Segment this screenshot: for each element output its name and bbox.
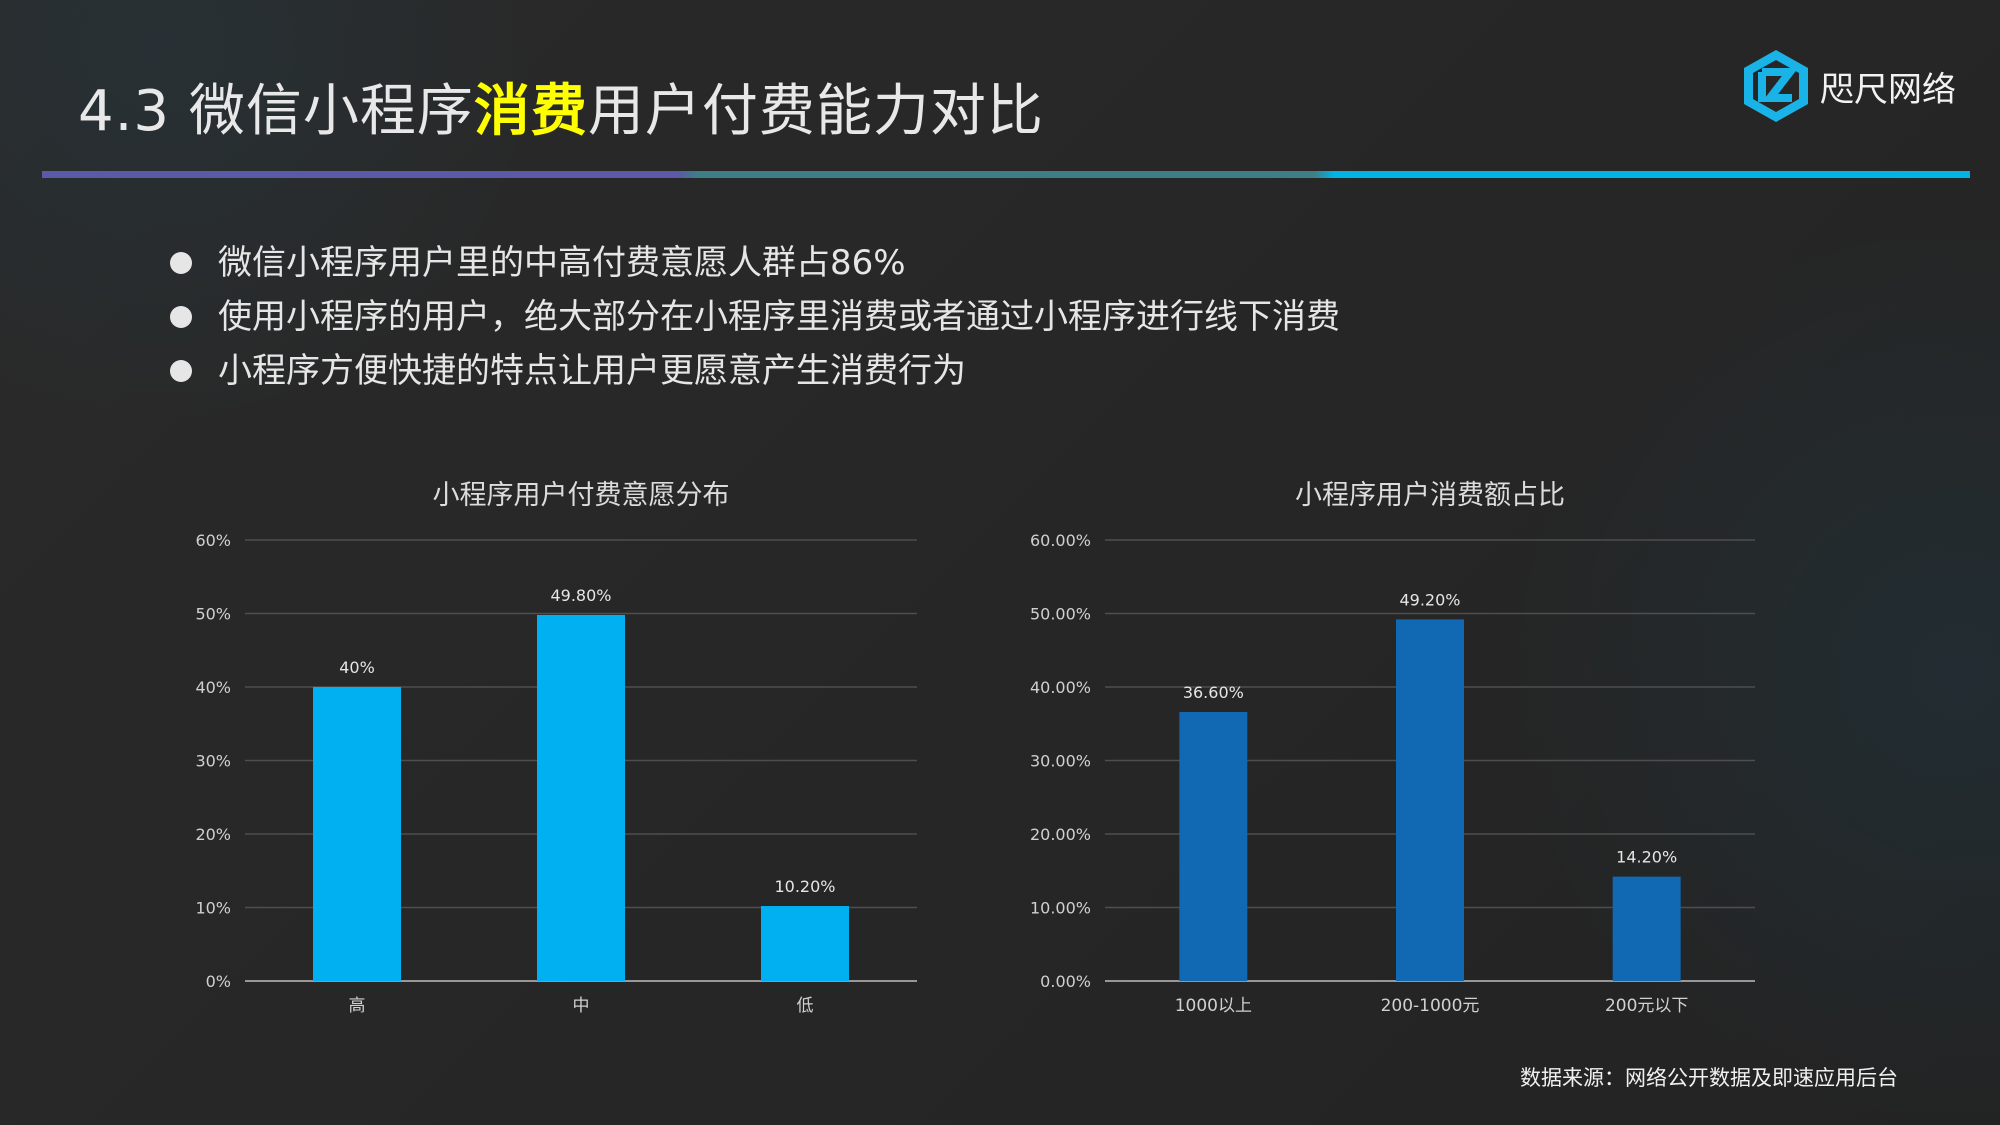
data-label: 49.80% [550,586,611,605]
y-tick-label: 50% [195,605,231,624]
title-suffix: 用户付费能力对比 [587,79,1044,144]
category-label: 200元以下 [1605,996,1688,1016]
bullet-list: 微信小程序用户里的中高付费意愿人群占86% 使用小程序的用户，绝大部分在小程序里… [170,236,1340,398]
chart-title: 小程序用户消费额占比 [1295,480,1565,511]
chart-title: 小程序用户付费意愿分布 [433,480,730,511]
data-label: 49.20% [1399,590,1460,609]
y-tick-label: 60.00% [1030,531,1091,550]
y-tick-label: 20% [195,825,231,844]
category-label: 1000以上 [1175,996,1252,1016]
y-tick-label: 60% [195,531,231,550]
category-label: 200-1000元 [1381,996,1480,1016]
chart-svg: 小程序用户付费意愿分布 0% 10% 20% 30% 40% 50% 60% 40% 高 49.80… [195,480,917,1016]
bullet-item: 小程序方便快捷的特点让用户更愿意产生消费行为 [170,344,1340,398]
title-highlight: 消费 [473,79,588,144]
y-tick-label: 40% [195,678,231,697]
data-source-note: 数据来源：网络公开数据及即速应用后台 [1520,1066,1898,1090]
y-tick-label: 10% [195,899,231,918]
chart-payment-willingness: 小程序用户付费意愿分布 0% 10% 20% 30% 40% 50% 60% 40% 高 49.80… [180,470,940,1030]
title-prefix: 4.3 微信小程序 [78,79,474,144]
bar [1612,876,1681,981]
category-label: 低 [797,996,814,1016]
y-tick-label: 0.00% [1040,972,1091,991]
title-divider-bar [42,171,1970,178]
page-title: 4.3 微信小程序消费用户付费能力对比 [78,66,1044,147]
chart-spending-share: 小程序用户消费额占比 0.00% 10.00% 20.00% 30.00% 40.00% 5… [1010,470,1780,1030]
y-tick-label: 40.00% [1030,678,1091,697]
chart-svg: 小程序用户消费额占比 0.00% 10.00% 20.00% 30.00% 40.00% 5… [1030,480,1755,1016]
bar [1396,619,1464,981]
y-tick-label: 10.00% [1030,899,1091,918]
data-label: 36.60% [1183,683,1244,702]
data-label: 14.20% [1616,848,1677,867]
data-label: 40% [339,658,375,677]
y-tick-label: 30% [195,752,231,771]
bullet-item: 使用小程序的用户，绝大部分在小程序里消费或者通过小程序进行线下消费 [170,290,1340,344]
category-label: 中 [573,996,590,1016]
y-tick-label: 20.00% [1030,825,1091,844]
data-label: 10.20% [774,877,835,896]
y-tick-label: 0% [206,972,231,991]
y-tick-label: 50.00% [1030,605,1091,624]
bullet-item: 微信小程序用户里的中高付费意愿人群占86% [170,236,1340,290]
bar [313,687,401,981]
bar [761,906,849,981]
bar [1179,711,1248,981]
category-label: 高 [349,996,366,1016]
bar [537,614,625,981]
company-logo: 咫尺网络 [1740,46,1980,126]
y-tick-label: 30.00% [1030,752,1091,771]
logo-hexagon-icon [1744,50,1808,122]
logo-text: 咫尺网络 [1820,70,1956,110]
